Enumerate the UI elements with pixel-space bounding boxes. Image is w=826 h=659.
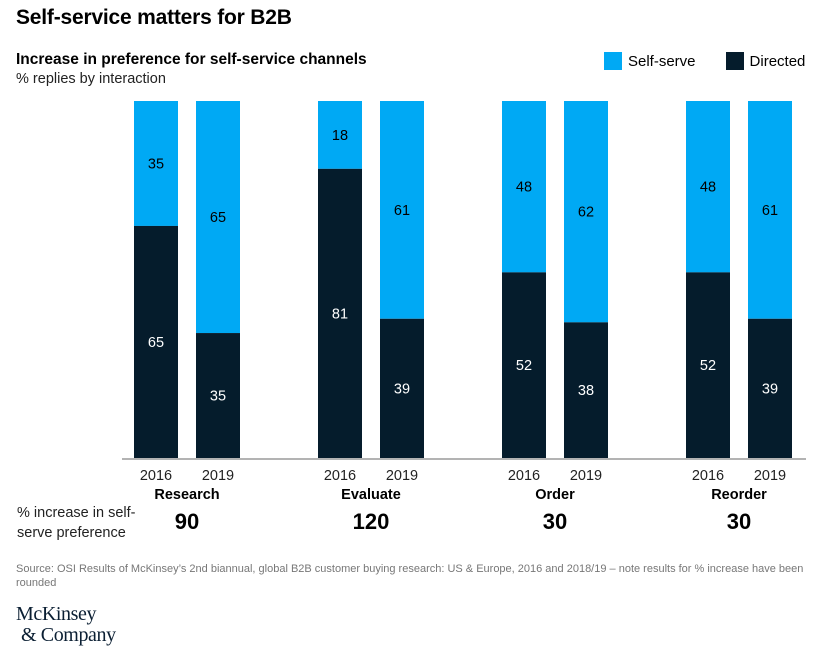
pct-increase-research: 90 (175, 509, 199, 534)
data-label-evaluate-2016-self-serve: 18 (332, 128, 348, 144)
x-tick-label-order-2019: 2019 (570, 468, 602, 484)
data-label-research-2019-directed: 35 (210, 389, 226, 405)
chart-title: Self-service matters for B2B (16, 6, 292, 29)
data-label-research-2016-self-serve: 35 (148, 156, 164, 172)
group-label-order: Order (535, 487, 575, 503)
legend-item-directed: Directed (725, 52, 806, 70)
legend-item-self-serve: Self-serve (604, 52, 696, 70)
stacked-bar-chart: 35 65 2016 65 35 2019 Research 90 18 81 2016 61 39 20… (122, 101, 806, 534)
data-label-reorder-2019-directed: 39 (762, 381, 778, 397)
x-tick-label-order-2016: 2016 (508, 468, 540, 484)
logo-line-1: McKinsey (16, 603, 97, 625)
data-label-order-2016-self-serve: 48 (516, 180, 532, 196)
bar-order-2019-self-serve (564, 101, 608, 323)
chart-subtitle: Increase in preference for self-service … (16, 51, 367, 68)
legend-swatch-self-serve (604, 52, 622, 70)
data-label-research-2019-self-serve: 65 (210, 210, 226, 226)
pct-increase-reorder: 30 (727, 509, 751, 534)
source-note: Source: OSI Results of McKinsey’s 2nd bi… (16, 563, 804, 589)
data-label-order-2019-self-serve: 62 (578, 205, 594, 221)
logo-line-2: & Company (21, 624, 116, 646)
x-tick-label-reorder-2019: 2019 (754, 468, 786, 484)
group-label-evaluate: Evaluate (341, 487, 401, 503)
bar-research-2016-self-serve (134, 101, 178, 226)
x-tick-label-research-2016: 2016 (140, 468, 172, 484)
bar-reorder-2019-directed (748, 318, 792, 458)
bar-research-2016-directed (134, 225, 178, 458)
bar-reorder-2019-self-serve (748, 101, 792, 319)
data-label-evaluate-2016-directed: 81 (332, 306, 348, 322)
data-label-reorder-2016-self-serve: 48 (700, 180, 716, 196)
data-label-reorder-2019-self-serve: 61 (762, 203, 778, 219)
bar-reorder-2016-directed (686, 272, 730, 458)
data-label-order-2019-directed: 38 (578, 383, 594, 399)
pct-increase-order: 30 (543, 509, 567, 534)
data-label-evaluate-2019-directed: 39 (394, 381, 410, 397)
bar-research-2019-self-serve (196, 101, 240, 334)
bar-order-2016-directed (502, 272, 546, 458)
legend-label-self-serve: Self-serve (628, 52, 696, 70)
legend-label-directed: Directed (749, 52, 806, 70)
data-label-order-2016-directed: 52 (516, 358, 532, 374)
x-tick-label-reorder-2016: 2016 (692, 468, 724, 484)
bar-research-2019-directed (196, 333, 240, 458)
bar-evaluate-2019-self-serve (380, 101, 424, 319)
pct-increase-row-label: % increase in self-serve preference (17, 505, 136, 541)
bar-evaluate-2016-self-serve (318, 101, 362, 169)
group-label-research: Research (154, 487, 219, 503)
bar-order-2016-self-serve (502, 101, 546, 273)
x-tick-label-research-2019: 2019 (202, 468, 234, 484)
data-label-research-2016-directed: 65 (148, 335, 164, 351)
mckinsey-logo: McKinsey & Company (16, 604, 116, 646)
data-label-reorder-2016-directed: 52 (700, 358, 716, 374)
x-tick-label-evaluate-2016: 2016 (324, 468, 356, 484)
unit-label: % replies by interaction (16, 71, 166, 87)
legend: Self-serve Directed (604, 52, 805, 70)
legend-swatch-directed (725, 52, 744, 70)
bar-evaluate-2019-directed (380, 318, 424, 458)
data-label-evaluate-2019-self-serve: 61 (394, 203, 410, 219)
group-label-reorder: Reorder (711, 487, 767, 503)
bar-reorder-2016-self-serve (686, 101, 730, 273)
x-tick-label-evaluate-2019: 2019 (386, 468, 418, 484)
bar-evaluate-2016-directed (318, 168, 362, 458)
bar-order-2019-directed (564, 322, 608, 458)
pct-increase-evaluate: 120 (353, 509, 390, 534)
